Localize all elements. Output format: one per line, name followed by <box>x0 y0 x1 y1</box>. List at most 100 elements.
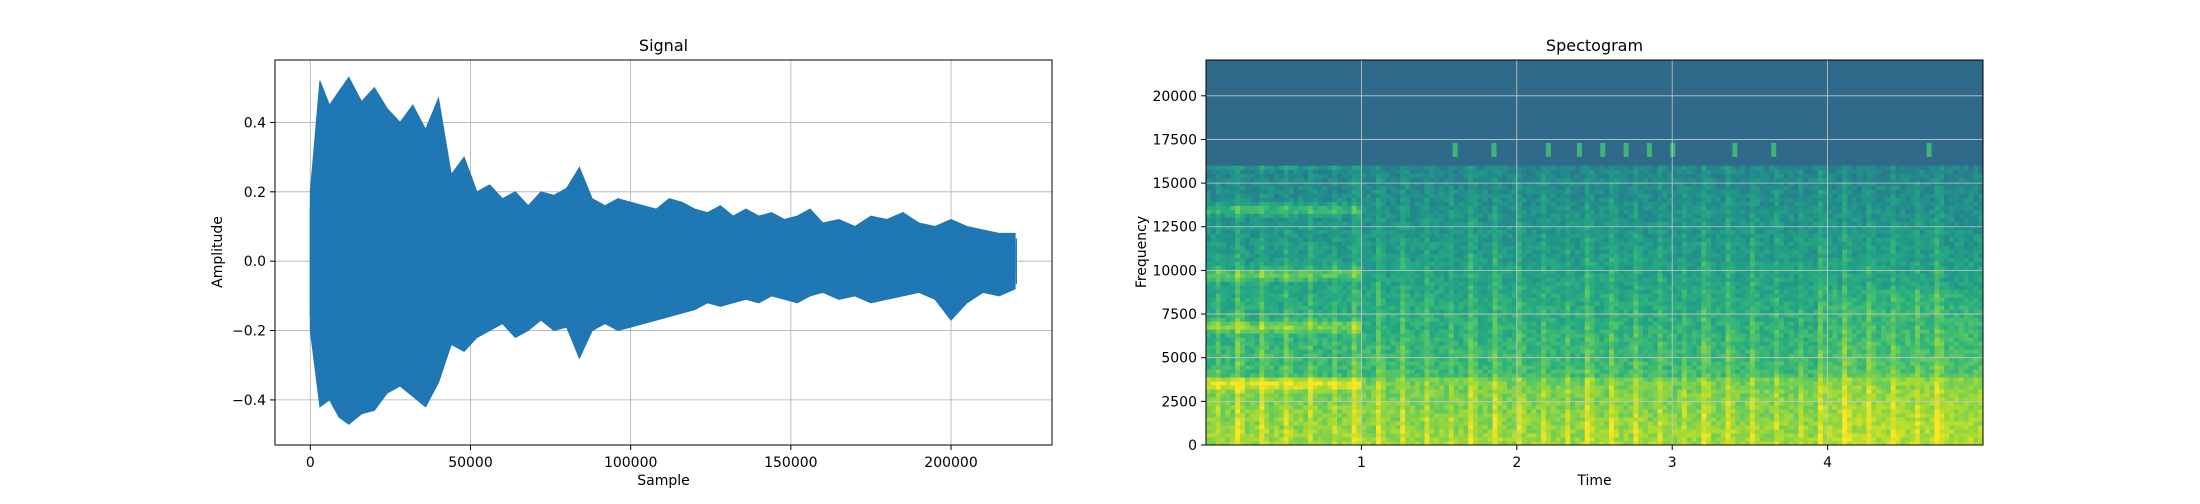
spectrogram-cell <box>1245 182 1250 186</box>
spectrogram-cell <box>1279 253 1284 257</box>
spectrogram-cell <box>1255 293 1260 297</box>
spectrogram-cell <box>1279 206 1284 210</box>
spectrogram-cell <box>1386 202 1391 206</box>
spectrogram-cell <box>1444 393 1449 397</box>
spectrogram-cell <box>1255 381 1260 385</box>
spectrogram-cell <box>1323 174 1328 178</box>
spectrogram-cell <box>1308 341 1313 345</box>
spectrogram-cell <box>1211 349 1216 353</box>
spectrogram-cell <box>1400 381 1405 385</box>
spectrogram-cell <box>1463 293 1468 297</box>
spectrogram-cell <box>1488 377 1493 381</box>
spectrogram-cell <box>1225 433 1230 437</box>
spectrogram-cell <box>1483 233 1488 237</box>
spectrogram-cell <box>1274 202 1279 206</box>
spectrogram-cell <box>1332 309 1337 313</box>
spectrogram-cell <box>1420 425 1425 429</box>
spectrogram-cell <box>1386 385 1391 389</box>
spectrogram-cell <box>1269 174 1274 178</box>
spectrogram-cell <box>1444 229 1449 233</box>
spectrogram-cell <box>1410 369 1415 373</box>
spectrogram-cell <box>1293 174 1298 178</box>
spectrogram-cell <box>1420 237 1425 241</box>
spectrogram-cell <box>1323 210 1328 214</box>
spectrogram-cell <box>1274 373 1279 377</box>
spectrogram-cell <box>1454 210 1459 214</box>
spectrogram-cell <box>1371 182 1376 186</box>
spectrogram-cell <box>1352 437 1357 441</box>
spectrogram-cell <box>1327 401 1332 405</box>
spectrogram-cell <box>1376 249 1381 253</box>
spectrogram-cell <box>1376 425 1381 429</box>
spectrogram-cell <box>1444 257 1449 261</box>
spectrogram-cell <box>1269 289 1274 293</box>
spectrogram-cell <box>1289 273 1294 277</box>
spectrogram-cell <box>1366 345 1371 349</box>
spectrogram-cell <box>1289 261 1294 265</box>
spectrogram-cell <box>1323 241 1328 245</box>
spectrogram-cell <box>1468 309 1473 313</box>
spectrogram-cell <box>1366 429 1371 433</box>
spectrogram-cell <box>1337 198 1342 202</box>
spectrogram-cell <box>1468 289 1473 293</box>
signal-y-tick-label: 0.0 <box>244 254 266 270</box>
spectrogram-cell <box>1250 341 1255 345</box>
spectrogram-cell <box>1420 202 1425 206</box>
spectrogram-cell <box>1337 305 1342 309</box>
spectrogram-cell <box>1473 425 1478 429</box>
spectrogram-cell <box>1221 190 1226 194</box>
spectrogram-cell <box>1284 285 1289 289</box>
spectrogram-cell <box>1259 190 1264 194</box>
spectrogram-cell <box>1454 385 1459 389</box>
spectrogram-cell <box>1206 321 1211 325</box>
spectrogram-cell <box>1361 253 1366 257</box>
spectrogram-cell <box>1410 329 1415 333</box>
spectrogram-cell <box>1391 166 1396 170</box>
spectrogram-cell <box>1371 349 1376 353</box>
spectrogram-cell <box>1478 265 1483 269</box>
spectrogram-cell <box>1410 253 1415 257</box>
spectrogram-cell <box>1488 166 1493 170</box>
spectrogram-cell <box>1415 405 1420 409</box>
spectrogram-cell <box>1323 285 1328 289</box>
spectrogram-cell <box>1235 198 1240 202</box>
spectrogram-cell <box>1327 397 1332 401</box>
spectrogram-cell <box>1361 317 1366 321</box>
spectrogram-cell <box>1463 429 1468 433</box>
spectrogram-cell <box>1425 186 1430 190</box>
spectrogram-cell <box>1429 170 1434 174</box>
spectrogram-cell <box>1493 365 1498 369</box>
spectrogram-cell <box>1303 214 1308 218</box>
spectrogram-cell <box>1463 237 1468 241</box>
spectrogram-cell <box>1391 198 1396 202</box>
spectrogram-cell <box>1410 297 1415 301</box>
spectrogram-cell <box>1420 210 1425 214</box>
spectrogram-cell <box>1337 421 1342 425</box>
spectrogram-cell <box>1497 210 1502 214</box>
spectrogram-cell <box>1250 166 1255 170</box>
spectrogram-cell <box>1391 253 1396 257</box>
spectrogram-cell <box>1366 433 1371 437</box>
spectrogram-cell <box>1284 309 1289 313</box>
spectrogram-cell <box>1386 361 1391 365</box>
spectrogram-cell <box>1211 289 1216 293</box>
spectrogram-cell <box>1279 293 1284 297</box>
spectrogram-cell <box>1323 170 1328 174</box>
signal-x-tick-label: 0 <box>306 455 315 471</box>
spectrogram-cell <box>1429 210 1434 214</box>
spectrogram-cell <box>1303 241 1308 245</box>
spectrogram-cell <box>1308 218 1313 222</box>
spectrogram-cell <box>1391 429 1396 433</box>
spectrogram-cell <box>1391 417 1396 421</box>
spectrogram-cell <box>1298 249 1303 253</box>
spectrogram-cell <box>1225 202 1230 206</box>
spectrogram-cell <box>1386 210 1391 214</box>
spectrogram-cell <box>1410 433 1415 437</box>
spectrogram-cell <box>1332 321 1337 325</box>
spectrogram-cell <box>1381 194 1386 198</box>
spectrogram-cell <box>1488 174 1493 178</box>
spectrogram-cell <box>1405 257 1410 261</box>
spectrogram-cell <box>1284 265 1289 269</box>
spectrogram-cell <box>1255 190 1260 194</box>
spectrogram-cell <box>1371 289 1376 293</box>
